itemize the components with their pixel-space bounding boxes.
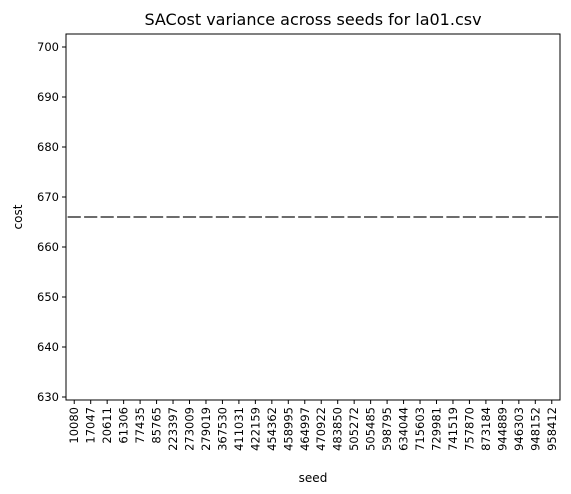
x-tick-label: 10080 [67,407,81,444]
x-tick-label: 634044 [397,407,411,451]
y-tick-label: 680 [37,140,59,154]
x-tick-label: 948152 [528,407,542,451]
y-axis-label: cost [11,204,25,229]
x-tick-label: 85765 [150,407,164,444]
y-tick-label: 690 [37,90,59,104]
x-tick-label: 273009 [183,407,197,451]
x-tick-label: 741519 [446,407,460,451]
x-tick-label: 20611 [100,407,114,444]
y-tick-label: 640 [37,340,59,354]
x-tick-label: 715603 [413,407,427,451]
x-tick-label: 470922 [314,407,328,451]
y-tick-label: 700 [37,40,59,54]
x-tick-label: 946303 [512,407,526,451]
x-axis-label: seed [299,471,328,485]
x-tick-label: 411031 [232,407,246,451]
x-tick-label: 367530 [215,407,229,451]
x-tick-label: 505272 [347,407,361,451]
plot-area: 630 640 650 660 670 680 690 700 10080 17047 20611… [37,33,561,451]
x-tick-label: 757870 [462,407,476,451]
x-tick-label: 958412 [545,407,559,451]
x-tick-label: 458995 [281,407,295,451]
y-axis: 630 640 650 660 670 680 690 700 [37,40,66,404]
x-tick-label: 279019 [199,407,213,451]
x-tick-label: 464997 [298,407,312,451]
x-tick-label: 223397 [166,407,180,451]
y-tick-label: 650 [37,290,59,304]
x-tick-label: 729981 [430,407,444,451]
x-axis: 10080 17047 20611 61306 77435 85765 223397 2730… [67,400,559,451]
y-tick-label: 670 [37,190,59,204]
x-tick-label: 77435 [133,407,147,444]
x-tick-label: 598795 [380,407,394,451]
y-tick-label: 630 [37,390,59,404]
x-tick-label: 454362 [265,407,279,451]
chart-title: SACost variance across seeds for la01.cs… [144,10,481,29]
x-tick-label: 422159 [248,407,262,451]
x-tick-label: 944889 [495,407,509,451]
x-tick-label: 483850 [331,407,345,451]
x-tick-label: 61306 [117,407,131,444]
y-tick-label: 660 [37,240,59,254]
x-tick-label: 17047 [84,407,98,444]
plot-frame [65,33,561,401]
x-tick-label: 505485 [364,407,378,451]
x-tick-label: 873184 [479,407,493,451]
